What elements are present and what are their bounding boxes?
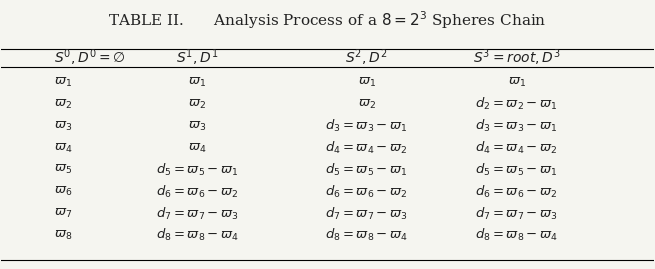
Text: $\varpi_3$: $\varpi_3$ xyxy=(54,120,72,133)
Text: $d_4 = \varpi_4 - \varpi_2$: $d_4 = \varpi_4 - \varpi_2$ xyxy=(326,140,408,156)
Text: $d_8 = \varpi_8 - \varpi_4$: $d_8 = \varpi_8 - \varpi_4$ xyxy=(325,227,408,243)
Text: $\varpi_4$: $\varpi_4$ xyxy=(188,141,206,155)
Text: $d_7 = \varpi_7 - \varpi_3$: $d_7 = \varpi_7 - \varpi_3$ xyxy=(476,206,558,222)
Text: $d_6 = \varpi_6 - \varpi_2$: $d_6 = \varpi_6 - \varpi_2$ xyxy=(156,184,238,200)
Text: $d_8 = \varpi_8 - \varpi_4$: $d_8 = \varpi_8 - \varpi_4$ xyxy=(156,227,238,243)
Text: $d_5 = \varpi_5 - \varpi_1$: $d_5 = \varpi_5 - \varpi_1$ xyxy=(326,162,408,178)
Text: $d_7 = \varpi_7 - \varpi_3$: $d_7 = \varpi_7 - \varpi_3$ xyxy=(156,206,238,222)
Text: $S^2, D^2$: $S^2, D^2$ xyxy=(345,48,388,68)
Text: $\varpi_4$: $\varpi_4$ xyxy=(54,141,72,155)
Text: $\varpi_7$: $\varpi_7$ xyxy=(54,207,72,220)
Text: $d_5 = \varpi_5 - \varpi_1$: $d_5 = \varpi_5 - \varpi_1$ xyxy=(476,162,558,178)
Text: $\varpi_1$: $\varpi_1$ xyxy=(54,76,71,89)
Text: $\varpi_1$: $\varpi_1$ xyxy=(188,76,206,89)
Text: $S^0, D^0 = \emptyset$: $S^0, D^0 = \emptyset$ xyxy=(54,48,125,68)
Text: $\varpi_8$: $\varpi_8$ xyxy=(54,229,72,242)
Text: $\varpi_1$: $\varpi_1$ xyxy=(508,76,526,89)
Text: $\varpi_2$: $\varpi_2$ xyxy=(54,98,71,111)
Text: $\varpi_5$: $\varpi_5$ xyxy=(54,163,71,176)
Text: $S^3 = root, D^3$: $S^3 = root, D^3$ xyxy=(473,48,561,68)
Text: $S^1, D^1$: $S^1, D^1$ xyxy=(176,48,218,68)
Text: TABLE II.  Analysis Process of a $8 = 2^3$ Spheres Chain: TABLE II. Analysis Process of a $8 = 2^3… xyxy=(108,9,547,31)
Text: $\varpi_2$: $\varpi_2$ xyxy=(358,98,375,111)
Text: $d_2 = \varpi_2 - \varpi_1$: $d_2 = \varpi_2 - \varpi_1$ xyxy=(476,96,558,112)
Text: $d_6 = \varpi_6 - \varpi_2$: $d_6 = \varpi_6 - \varpi_2$ xyxy=(326,184,408,200)
Text: $\varpi_6$: $\varpi_6$ xyxy=(54,185,72,198)
Text: $d_3 = \varpi_3 - \varpi_1$: $d_3 = \varpi_3 - \varpi_1$ xyxy=(326,118,408,134)
Text: $\varpi_2$: $\varpi_2$ xyxy=(188,98,206,111)
Text: $d_3 = \varpi_3 - \varpi_1$: $d_3 = \varpi_3 - \varpi_1$ xyxy=(476,118,558,134)
Text: $d_4 = \varpi_4 - \varpi_2$: $d_4 = \varpi_4 - \varpi_2$ xyxy=(476,140,558,156)
Text: $d_8 = \varpi_8 - \varpi_4$: $d_8 = \varpi_8 - \varpi_4$ xyxy=(475,227,558,243)
Text: $d_7 = \varpi_7 - \varpi_3$: $d_7 = \varpi_7 - \varpi_3$ xyxy=(326,206,408,222)
Text: $\varpi_3$: $\varpi_3$ xyxy=(188,120,206,133)
Text: $d_5 = \varpi_5 - \varpi_1$: $d_5 = \varpi_5 - \varpi_1$ xyxy=(156,162,238,178)
Text: $d_6 = \varpi_6 - \varpi_2$: $d_6 = \varpi_6 - \varpi_2$ xyxy=(476,184,558,200)
Text: $\varpi_1$: $\varpi_1$ xyxy=(358,76,376,89)
